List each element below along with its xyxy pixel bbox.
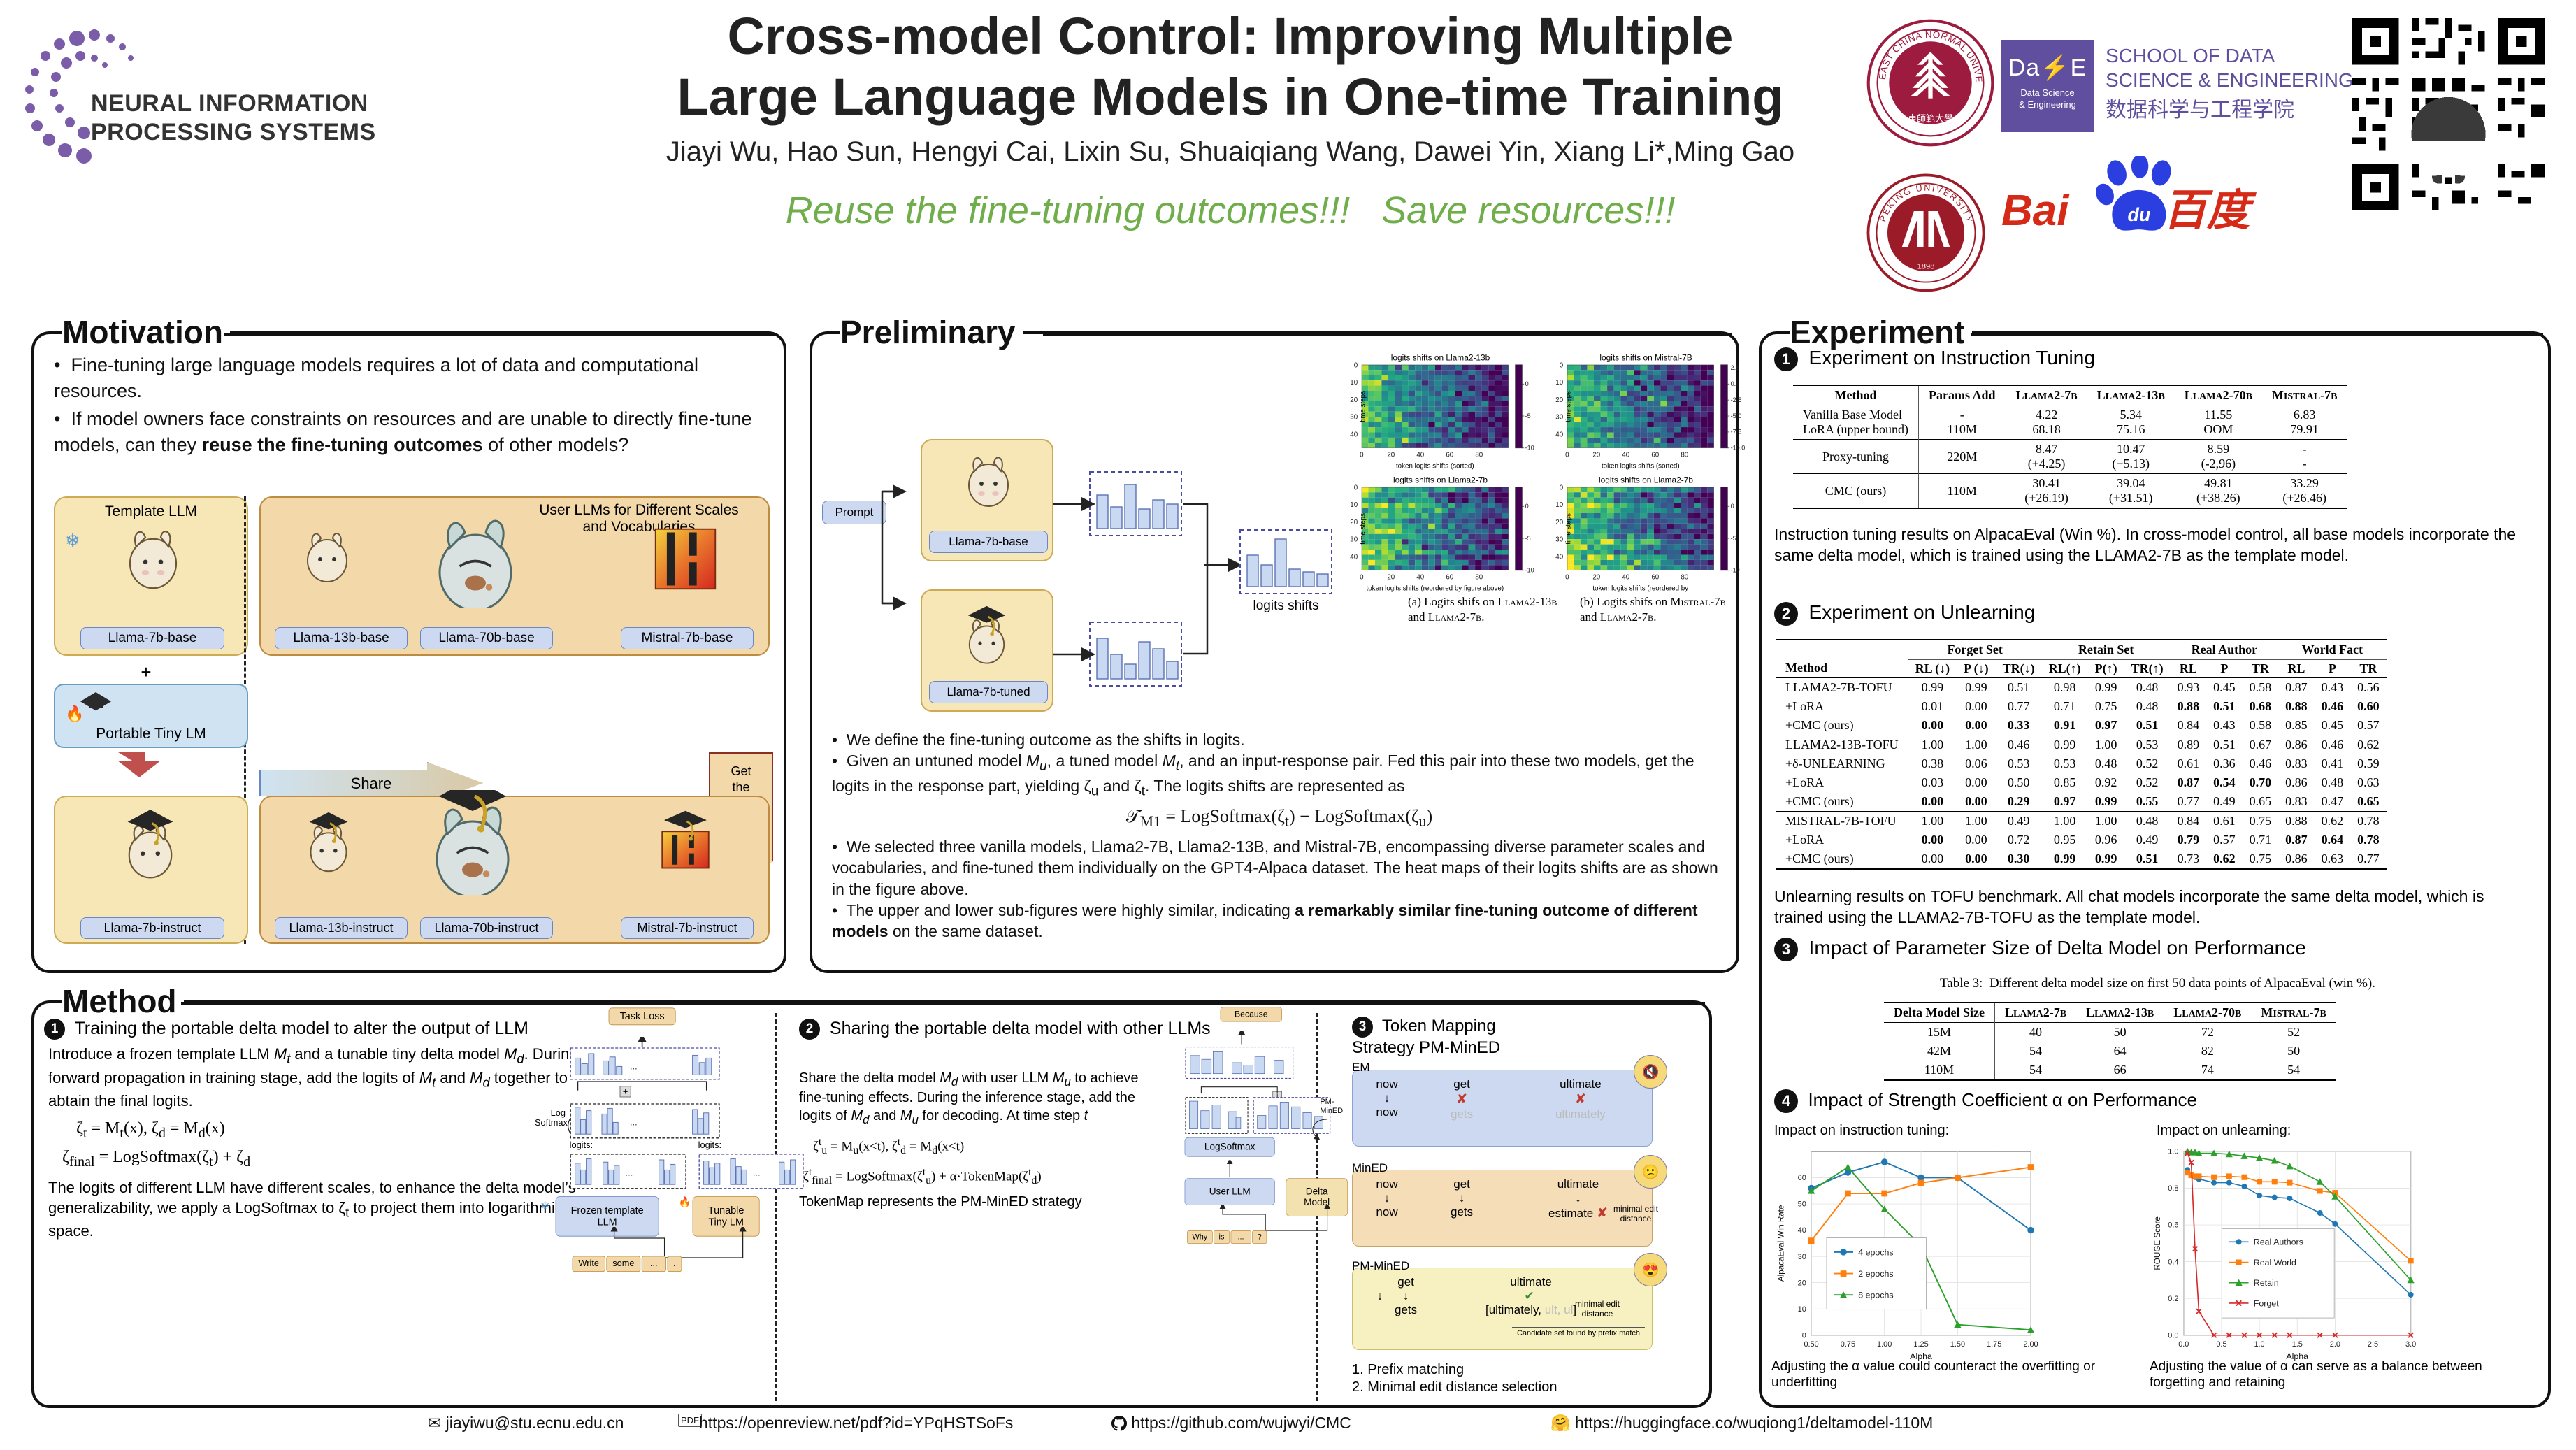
svg-text:20: 20 [1592,451,1600,459]
svg-text:20: 20 [1350,519,1358,526]
svg-text:0: 0 [1560,484,1564,491]
svg-text:0.5: 0.5 [2216,1340,2226,1349]
svg-text:40: 40 [1416,451,1424,459]
svg-text:0.0: 0.0 [2168,1331,2178,1340]
svg-text:1.00: 1.00 [1877,1340,1892,1349]
svg-text:40: 40 [1555,553,1563,561]
svg-text:80: 80 [1475,573,1483,581]
svg-text:0: 0 [1565,451,1569,459]
svg-text:-5: -5 [1525,412,1531,419]
svg-text:-10: -10 [1731,567,1740,574]
svg-text:50: 50 [1798,1200,1806,1209]
svg-text:0.2: 0.2 [2168,1295,2178,1303]
svg-text:8 epochs: 8 epochs [1858,1291,1893,1300]
svg-text:Forget: Forget [2254,1298,2279,1308]
svg-text:40: 40 [1622,451,1629,459]
svg-text:40: 40 [1350,431,1358,438]
svg-text:3.0: 3.0 [2405,1340,2416,1349]
svg-text:20: 20 [1592,573,1600,581]
svg-text:0.75: 0.75 [1841,1340,1855,1349]
svg-text:2.0: 2.0 [2330,1340,2340,1349]
svg-text:60: 60 [1446,573,1453,581]
svg-text:60: 60 [1651,451,1659,459]
svg-text:AlpacaEval Win Rate: AlpacaEval Win Rate [1777,1205,1786,1282]
svg-text:30: 30 [1555,414,1563,422]
svg-text:2.00: 2.00 [2023,1340,2038,1349]
svg-text:0.4: 0.4 [2168,1258,2178,1266]
svg-text:20: 20 [1555,396,1563,404]
svg-text:60: 60 [1446,451,1453,459]
svg-text:2.5: 2.5 [2368,1340,2378,1349]
svg-text:20: 20 [1555,519,1563,526]
svg-text:東師範大學: 東師範大學 [1908,113,1953,124]
svg-text:10: 10 [1350,379,1358,387]
svg-text:10: 10 [1555,379,1563,387]
svg-text:Retain: Retain [2254,1278,2279,1288]
svg-text:80: 80 [1681,451,1688,459]
svg-text:1.25: 1.25 [1913,1340,1928,1349]
svg-text:20: 20 [1387,451,1395,459]
svg-text:10: 10 [1555,501,1563,509]
svg-text:40: 40 [1622,573,1629,581]
svg-text:0: 0 [1525,380,1529,387]
svg-text:1.0: 1.0 [2168,1148,2178,1156]
svg-text:0: 0 [1360,573,1364,581]
svg-text:1.50: 1.50 [1950,1340,1965,1349]
svg-text:1898: 1898 [1917,263,1935,271]
svg-text:0: 0 [1525,503,1529,510]
svg-text:ROUGE Score: ROUGE Score [2153,1216,2162,1270]
svg-text:10: 10 [1798,1305,1806,1314]
svg-text:30: 30 [1350,536,1358,544]
svg-text:20: 20 [1798,1279,1806,1287]
svg-text:10: 10 [1350,501,1358,509]
svg-text:-5: -5 [1525,535,1531,542]
svg-text:20: 20 [1387,573,1395,581]
svg-text:0.8: 0.8 [2168,1184,2178,1193]
svg-text:0: 0 [1354,484,1358,491]
svg-text:0: 0 [1731,503,1734,510]
svg-text:30: 30 [1350,414,1358,422]
svg-text:80: 80 [1681,573,1688,581]
svg-text:0: 0 [1360,451,1364,459]
svg-text:0: 0 [1560,361,1564,369]
svg-text:Real Authors: Real Authors [2254,1237,2303,1247]
svg-text:-2.5: -2.5 [1731,396,1742,403]
svg-text:2.5: 2.5 [1731,364,1740,371]
svg-text:...: ... [630,1117,638,1127]
svg-text:60: 60 [1651,573,1659,581]
svg-text:0: 0 [1565,573,1569,581]
svg-text:-10: -10 [1525,567,1534,574]
svg-text:30: 30 [1555,536,1563,544]
svg-text:1.0: 1.0 [2254,1340,2264,1349]
svg-text:0.50: 0.50 [1804,1340,1818,1349]
svg-text:...: ... [753,1167,761,1177]
svg-text:2 epochs: 2 epochs [1858,1269,1893,1279]
svg-text:1.75: 1.75 [1987,1340,2001,1349]
svg-text:60: 60 [1798,1174,1806,1182]
svg-text:...: ... [626,1167,633,1177]
svg-text:4 epochs: 4 epochs [1858,1247,1893,1257]
svg-text:-5.0: -5.0 [1731,412,1742,419]
svg-text:40: 40 [1798,1226,1806,1235]
svg-text:du: du [2127,204,2150,225]
svg-text:0.6: 0.6 [2168,1221,2178,1230]
svg-text:0.0: 0.0 [2178,1340,2189,1349]
svg-text:40: 40 [1350,553,1358,561]
svg-text:Real World: Real World [2254,1258,2296,1268]
svg-text:80: 80 [1475,451,1483,459]
svg-text:-5: -5 [1731,535,1736,542]
svg-text:1.5: 1.5 [2292,1340,2303,1349]
svg-text:-7.5: -7.5 [1731,429,1742,436]
svg-text:30: 30 [1798,1253,1806,1261]
svg-text:-10.0: -10.0 [1731,445,1746,452]
svg-text:0: 0 [1802,1331,1806,1340]
svg-text:0.0: 0.0 [1731,380,1740,387]
svg-text:40: 40 [1416,573,1424,581]
svg-text:20: 20 [1350,396,1358,404]
svg-text:40: 40 [1555,431,1563,438]
svg-text:-10: -10 [1525,445,1534,452]
svg-text:0: 0 [1354,361,1358,369]
